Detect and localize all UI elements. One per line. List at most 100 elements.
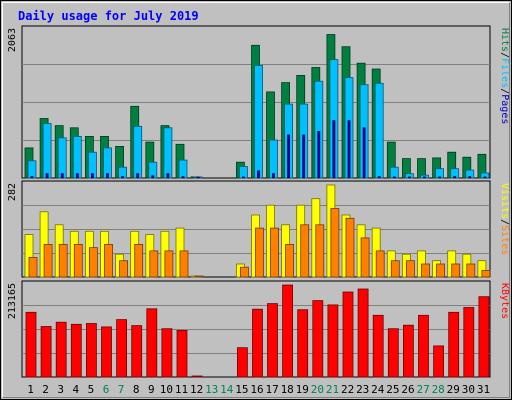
x-tick-label-21: 21 <box>326 383 339 396</box>
x-tick-label-18: 18 <box>281 383 294 396</box>
x-tick-label-30: 30 <box>462 383 475 396</box>
panel-hits-files-pages: 2063 Hits/Files/Pages <box>7 25 510 179</box>
bar-files-day-10 <box>163 127 173 179</box>
bar-sites-day-9 <box>149 250 159 278</box>
bar-kbytes-day-25 <box>387 328 399 378</box>
bar-kbytes-day-15 <box>236 347 248 378</box>
bar-kbytes-day-16 <box>252 308 263 378</box>
bar-sites-day-2 <box>43 243 53 278</box>
axis-label-separator: / <box>499 219 510 225</box>
bar-pages-day-23 <box>362 127 366 179</box>
x-tick-label-20: 20 <box>311 383 324 396</box>
x-tick-label-8: 8 <box>133 383 140 396</box>
x-tick-label-5: 5 <box>88 383 95 396</box>
bar-sites-day-16 <box>255 227 264 278</box>
x-tick-label-28: 28 <box>432 383 445 396</box>
axis-label-separator: / <box>499 88 510 94</box>
bar-pages-day-17 <box>272 173 275 179</box>
bar-sites-day-10 <box>164 250 174 278</box>
bar-kbytes-day-24 <box>372 314 384 378</box>
x-tick-label-11: 11 <box>175 383 188 396</box>
axis-label-kbytes: KBytes <box>499 283 510 319</box>
x-tick-label-12: 12 <box>190 383 203 396</box>
bar-pages-day-7 <box>121 176 124 179</box>
bar-pages-day-2 <box>45 173 49 179</box>
bar-sites-day-15 <box>239 266 249 278</box>
bar-sites-day-17 <box>270 227 279 278</box>
x-tick-label-3: 3 <box>57 383 64 396</box>
bar-kbytes-day-7 <box>116 319 127 378</box>
bar-files-day-25 <box>389 166 399 179</box>
axis-label-separator: / <box>499 52 510 58</box>
bar-kbytes-day-8 <box>131 325 143 378</box>
bar-pages-day-4 <box>75 173 79 179</box>
bar-sites-day-18 <box>285 243 295 278</box>
x-tick-label-6: 6 <box>103 383 110 396</box>
bar-sites-day-3 <box>58 243 68 278</box>
bar-kbytes-day-2 <box>40 326 52 378</box>
x-tick-label-14: 14 <box>220 383 234 396</box>
bar-files-day-8 <box>133 125 143 179</box>
axis-label-visits: Visits <box>499 183 510 219</box>
axis-label-files: Files <box>499 58 510 88</box>
bar-files-day-3 <box>57 137 67 179</box>
axis-label-sites: Sites <box>499 225 510 255</box>
bar-pages-day-30 <box>468 176 472 179</box>
bar-sites-day-27 <box>421 263 430 278</box>
x-tick-label-16: 16 <box>250 383 263 396</box>
bar-pages-day-29 <box>453 176 457 179</box>
bar-kbytes-day-6 <box>101 326 112 378</box>
bar-sites-day-1 <box>28 256 38 278</box>
axis-label-pages: Pages <box>499 94 510 124</box>
bar-kbytes-day-26 <box>402 324 414 378</box>
x-tick-label-24: 24 <box>371 383 385 396</box>
chart-title: Daily usage for July 2019 <box>18 9 199 23</box>
x-tick-label-22: 22 <box>341 383 354 396</box>
bar-files-day-2 <box>42 123 52 179</box>
x-tick-label-1: 1 <box>27 383 34 396</box>
axis-label-kbytes: KBytes <box>499 283 510 319</box>
x-tick-label-7: 7 <box>118 383 125 396</box>
bar-sites-day-24 <box>375 250 385 278</box>
bar-pages-day-8 <box>136 173 140 179</box>
bar-sites-day-5 <box>89 247 98 278</box>
bar-pages-day-6 <box>106 173 109 179</box>
panel-visits-sites: 282 Visits/Sites <box>7 180 510 278</box>
bar-kbytes-day-3 <box>55 321 67 378</box>
bar-sites-day-28 <box>436 263 446 278</box>
bar-files-day-24 <box>374 82 384 179</box>
bar-sites-day-26 <box>405 260 415 278</box>
x-tick-label-19: 19 <box>296 383 309 396</box>
bar-kbytes-day-17 <box>267 303 278 378</box>
bar-kbytes-day-20 <box>312 300 324 378</box>
x-tick-label-23: 23 <box>356 383 369 396</box>
y-max-label: 282 <box>7 183 18 201</box>
bar-pages-day-27 <box>423 176 426 179</box>
y-max-label: 2063 <box>7 28 18 52</box>
bar-sites-day-31 <box>481 270 491 278</box>
bar-pages-day-20 <box>317 130 321 179</box>
bar-sites-day-12 <box>194 275 204 278</box>
bar-files-day-4 <box>72 135 82 179</box>
bar-sites-day-30 <box>466 263 476 278</box>
x-tick-label-13: 13 <box>205 383 218 396</box>
bar-pages-day-31 <box>483 176 487 179</box>
bar-pages-day-12 <box>196 176 200 179</box>
bar-sites-day-11 <box>179 250 189 278</box>
bar-pages-day-9 <box>151 175 155 179</box>
bar-sites-day-4 <box>73 243 83 278</box>
bar-pages-day-3 <box>60 173 64 179</box>
x-axis-labels: 1 2 3 4 5 6 7 8 9 10 11 12 13 14 15 16 17 18 19 20 21 22 23 24 2… <box>27 383 490 396</box>
bar-sites-day-23 <box>360 237 370 278</box>
bar-pages-day-1 <box>30 176 34 179</box>
bar-pages-day-16 <box>257 170 260 179</box>
bar-pages-day-5 <box>91 173 94 179</box>
bar-kbytes-day-10 <box>161 328 173 378</box>
x-tick-label-26: 26 <box>401 383 414 396</box>
bar-sites-day-25 <box>390 260 400 278</box>
bar-sites-day-6 <box>104 243 113 278</box>
bar-sites-day-19 <box>300 224 310 278</box>
